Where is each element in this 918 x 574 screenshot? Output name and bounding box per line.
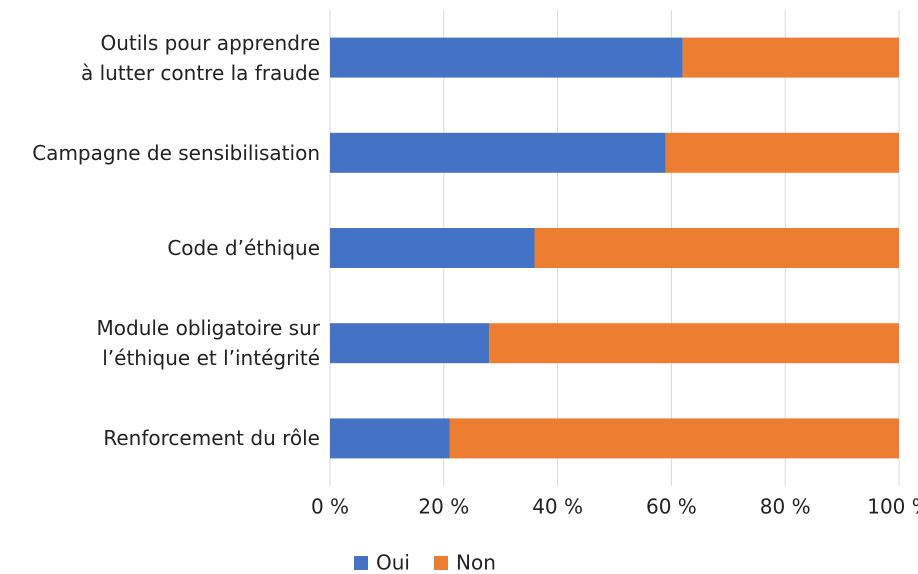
x-tick-label: 0 % bbox=[311, 495, 349, 519]
legend-swatch bbox=[354, 556, 368, 570]
legend-label: Oui bbox=[376, 551, 410, 574]
x-tick-label: 40 % bbox=[532, 495, 583, 519]
bar-segment bbox=[330, 132, 666, 173]
y-tick-label: Campagne de sensibilisation bbox=[32, 140, 320, 165]
bar-segment bbox=[330, 37, 683, 78]
legend-label: Non bbox=[456, 551, 496, 574]
y-tick-label: Module obligatoire sur l’éthique et l’in… bbox=[96, 316, 320, 371]
bar-segment bbox=[330, 228, 535, 268]
bar-segment bbox=[665, 132, 899, 173]
y-tick-label: Outils pour apprendre à lutter contre la… bbox=[81, 30, 320, 85]
bar-segment bbox=[330, 323, 490, 364]
x-tick-label: 20 % bbox=[418, 495, 469, 519]
x-tick-label: 60 % bbox=[646, 495, 697, 519]
bar-segment bbox=[449, 418, 899, 459]
x-tick-label: 80 % bbox=[760, 495, 811, 519]
bar-segment bbox=[489, 323, 899, 364]
bar-segment bbox=[534, 228, 899, 268]
bar-segment bbox=[682, 37, 899, 78]
y-tick-label: Code d’éthique bbox=[167, 236, 320, 260]
legend-swatch bbox=[434, 556, 448, 570]
y-tick-label: Renforcement du rôle bbox=[103, 426, 320, 451]
x-tick-label: 100 % bbox=[867, 495, 918, 519]
bar-segment bbox=[330, 418, 450, 459]
